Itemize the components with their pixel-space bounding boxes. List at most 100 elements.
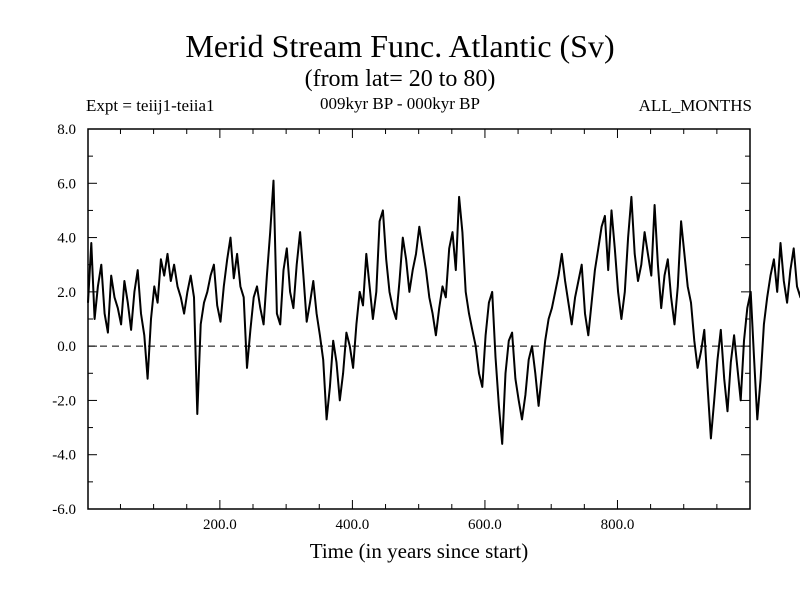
y-tick-label: -4.0 (52, 448, 76, 464)
data-point (412, 269, 414, 271)
chart-subtitle: (from lat= 20 to 80) (304, 66, 496, 92)
data-point (408, 291, 410, 293)
data-point (461, 231, 463, 233)
data-point (654, 204, 656, 206)
data-point (249, 329, 251, 331)
data-point (269, 231, 271, 233)
data-point (150, 318, 152, 320)
data-point (630, 196, 633, 198)
data-point (524, 394, 527, 396)
data-point (534, 372, 536, 374)
data-point (286, 247, 288, 249)
x-axis-label: Time (in years since start) (310, 539, 529, 563)
chart-title: Merid Stream Func. Atlantic (Sv) (185, 28, 615, 64)
data-point (700, 351, 702, 353)
data-point (365, 253, 367, 255)
data-point (375, 291, 377, 293)
data-point (610, 209, 613, 211)
x-tick-label: 800.0 (601, 517, 635, 533)
data-point (137, 269, 139, 271)
data-point (236, 253, 238, 255)
y-tick-label: 0.0 (57, 339, 76, 355)
data-point (388, 291, 391, 293)
data-point (170, 280, 172, 282)
data-point (190, 275, 192, 277)
data-point (577, 280, 580, 282)
data-point (385, 258, 387, 260)
data-point (584, 313, 586, 315)
data-point (432, 313, 434, 315)
data-point (753, 356, 755, 358)
data-point (594, 269, 596, 271)
data-point (481, 386, 483, 388)
data-point (475, 345, 477, 347)
y-tick-label: 6.0 (57, 176, 76, 192)
y-tick-label: -2.0 (52, 393, 76, 409)
data-point (640, 264, 642, 266)
data-point (104, 313, 106, 315)
data-point (352, 367, 354, 369)
data-point (644, 231, 646, 233)
data-point (438, 307, 440, 309)
data-point (650, 275, 652, 277)
data-point (548, 318, 550, 320)
data-point (382, 209, 384, 211)
data-point (617, 291, 619, 293)
data-point (292, 307, 294, 309)
data-point (557, 275, 560, 277)
series-points (87, 180, 800, 445)
data-point (601, 226, 603, 228)
data-point (133, 291, 135, 293)
data-point (425, 269, 427, 271)
data-point (504, 372, 507, 374)
data-point (193, 296, 195, 298)
data-point (322, 359, 324, 361)
data-point (229, 237, 232, 239)
data-point (587, 334, 589, 336)
data-point (127, 302, 129, 304)
data-point (206, 291, 208, 293)
data-point (355, 323, 357, 325)
data-point (153, 285, 155, 287)
data-point (620, 318, 623, 320)
data-point (130, 329, 132, 331)
data-point (120, 323, 122, 325)
data-point (94, 318, 96, 320)
months-label: ALL_MONTHS (638, 96, 752, 115)
data-point (786, 302, 788, 304)
data-point (561, 253, 563, 255)
data-point (166, 253, 169, 255)
data-point (567, 302, 570, 304)
data-point (203, 302, 205, 304)
data-point (157, 302, 159, 304)
data-point (773, 258, 775, 260)
data-point (239, 285, 241, 287)
data-point (627, 237, 629, 239)
data-point (186, 291, 188, 293)
data-point (697, 367, 699, 369)
data-point (746, 307, 748, 309)
data-point (345, 332, 347, 334)
data-point (441, 285, 444, 287)
series-line (87, 179, 800, 445)
data-point (713, 399, 715, 401)
data-point (180, 296, 182, 298)
data-point (683, 253, 686, 255)
data-point (511, 332, 513, 334)
data-point (468, 313, 470, 315)
data-point (763, 323, 765, 325)
data-point (634, 253, 636, 255)
data-point (279, 323, 281, 325)
data-point (624, 291, 626, 293)
data-point (173, 264, 175, 266)
plot-frame (87, 128, 751, 510)
data-point (422, 247, 424, 249)
data-point (733, 334, 735, 336)
data-point (637, 280, 639, 282)
data-point (216, 304, 218, 306)
data-point (531, 345, 533, 347)
data-point (90, 242, 92, 244)
axis-ticks (88, 129, 750, 509)
data-point (223, 285, 225, 287)
data-point (233, 277, 235, 279)
